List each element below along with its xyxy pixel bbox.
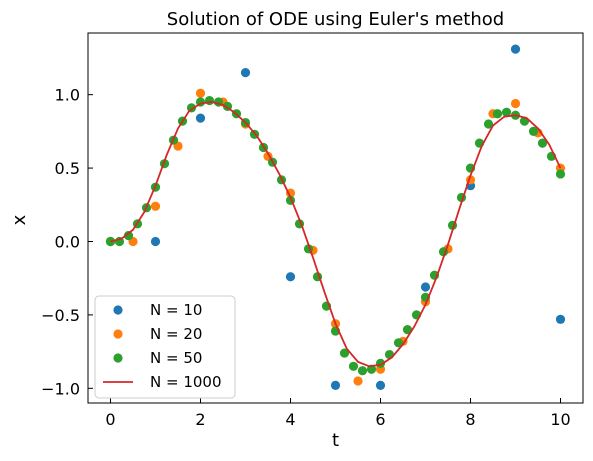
- legend-item: N = 1000: [103, 373, 222, 391]
- data-point: [195, 113, 206, 123]
- legend-item: N = 20: [113, 325, 202, 343]
- data-point: [240, 68, 251, 78]
- data-point: [330, 380, 341, 390]
- data-point: [285, 272, 296, 282]
- data-point: [420, 282, 431, 292]
- data-point: [492, 109, 503, 119]
- y-tick-label: 1.0: [55, 86, 80, 105]
- legend-item: N = 50: [113, 349, 202, 367]
- chart-title: Solution of ODE using Euler's method: [167, 9, 504, 30]
- data-point: [402, 324, 413, 335]
- data-point: [195, 88, 206, 98]
- series-line-n-1000: [110, 101, 562, 368]
- data-point: [375, 380, 386, 390]
- data-point: [393, 338, 404, 348]
- data-point: [483, 119, 494, 129]
- y-tick-label: −0.5: [41, 306, 80, 325]
- x-tick-label: 2: [195, 410, 205, 429]
- x-tick-label: 4: [285, 410, 295, 429]
- legend-item: N = 10: [113, 301, 202, 319]
- data-point: [528, 126, 539, 136]
- y-tick-label: 0.0: [55, 232, 80, 251]
- data-point: [348, 361, 359, 371]
- legend-label: N = 20: [150, 325, 202, 343]
- data-point: [123, 231, 134, 241]
- data-point: [204, 95, 215, 106]
- data-point: [510, 44, 521, 54]
- legend-label: N = 1000: [150, 373, 222, 391]
- x-axis-label: t: [332, 430, 339, 451]
- x-tick-label: 10: [550, 410, 570, 429]
- data-point: [537, 138, 548, 148]
- legend-dot-marker: [113, 353, 123, 363]
- x-tick-label: 8: [465, 410, 475, 429]
- x-tick-label: 6: [375, 410, 385, 429]
- data-point: [353, 376, 363, 386]
- data-point: [150, 236, 161, 247]
- data-point: [357, 366, 368, 376]
- data-point: [510, 98, 521, 109]
- data-point: [501, 107, 512, 117]
- legend-label: N = 50: [150, 349, 202, 367]
- x-tick-label: 0: [105, 410, 115, 429]
- y-tick-label: 0.5: [55, 159, 80, 178]
- data-point: [150, 201, 161, 211]
- data-point: [555, 314, 566, 324]
- axes-layer: 0 2 4 6 8 10 −1.0 −0.5 0.0 0.5 1.0: [41, 32, 584, 429]
- data-point: [384, 349, 395, 360]
- data-point: [555, 169, 566, 179]
- legend-dot-marker: [113, 305, 123, 315]
- y-axis-label: x: [9, 214, 30, 225]
- plot-frame: [87, 32, 584, 404]
- legend-label: N = 10: [150, 301, 202, 319]
- y-tick-label: −1.0: [41, 379, 80, 398]
- legend-dot-marker: [113, 329, 123, 339]
- legend-box: [94, 295, 236, 399]
- legend: N = 10 N = 20 N = 50 N = 1000: [94, 295, 236, 399]
- series-layer: [105, 44, 566, 390]
- data-point: [339, 348, 350, 358]
